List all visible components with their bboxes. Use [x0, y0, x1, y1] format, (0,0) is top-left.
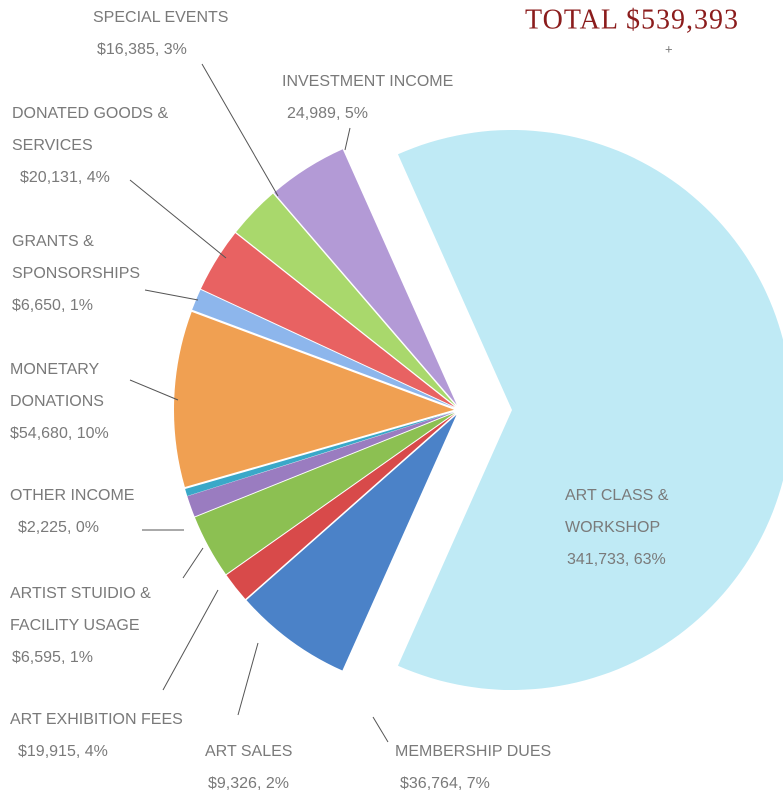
leader-line: [344, 127, 351, 151]
pie-slice: [187, 412, 455, 517]
value-label: $54,680, 10%: [10, 425, 109, 442]
label-line: SPONSORSHIPS: [12, 265, 140, 282]
pie-slice: [185, 411, 455, 496]
slice-label: MEMBERSHIP DUES: [395, 743, 551, 760]
chart-title: TOTAL $539,393: [525, 4, 739, 35]
value-label: $20,131, 4%: [20, 169, 110, 186]
label-line: ARTIST STUIDIO &: [10, 585, 155, 602]
label-line: DONATIONS: [10, 393, 104, 410]
value-label: $2,225, 0%: [18, 519, 99, 536]
value-label: $9,326, 2%: [208, 775, 289, 792]
slice-label: MONETARY DONATIONS: [10, 361, 104, 410]
slice-label: GRANTS & SPONSORSHIPS: [12, 233, 140, 282]
annotation: +: [665, 41, 673, 56]
pie-slice: [236, 193, 456, 406]
leader-line: [129, 179, 227, 259]
label-line: MONETARY: [10, 361, 103, 378]
slice-label: ARTIST STUIDIO & FACILITY USAGE: [10, 585, 155, 634]
pie-slice: [174, 311, 455, 488]
value-label: $19,915, 4%: [18, 743, 108, 760]
label-line: FACILITY USAGE: [10, 617, 140, 634]
leader-line: [237, 642, 259, 716]
pie-slice: [246, 414, 457, 671]
pie-slice: [274, 149, 457, 405]
value-label: 341,733, 63%: [567, 551, 666, 568]
leader-line: [372, 716, 389, 743]
label-line: GRANTS &: [12, 233, 98, 250]
value-label: $6,650, 1%: [12, 297, 93, 314]
slice-label: OTHER INCOME: [10, 487, 134, 504]
pie-slice: [192, 289, 455, 408]
slice-label: SPECIAL EVENTS: [93, 9, 228, 26]
slice-label: INVESTMENT INCOME: [282, 73, 453, 90]
slice-label: ART EXHIBITION FEES: [10, 711, 183, 728]
slice-label: DONATED GOODS & SERVICES: [12, 105, 173, 154]
label-line: ART CLASS &: [565, 487, 673, 504]
slice-label: ART SALES: [205, 743, 292, 760]
value-label: $6,595, 1%: [12, 649, 93, 666]
leader-line: [182, 547, 204, 579]
value-label: $36,764, 7%: [400, 775, 490, 792]
label-line: WORKSHOP: [565, 519, 660, 536]
value-label: $16,385, 3%: [97, 41, 187, 58]
slice-label: ART CLASS & WORKSHOP: [565, 487, 673, 536]
value-label: 24,989, 5%: [287, 105, 368, 122]
pie-slice: [226, 413, 456, 599]
label-line: SERVICES: [12, 137, 93, 154]
pie-slice: [397, 130, 783, 690]
leader-line: [144, 289, 199, 301]
pie-slice: [194, 412, 455, 575]
pie-slice: [200, 233, 455, 407]
leader-line: [129, 379, 179, 401]
leader-line: [162, 589, 219, 691]
label-line: DONATED GOODS &: [12, 105, 173, 122]
leader-line: [201, 63, 279, 197]
